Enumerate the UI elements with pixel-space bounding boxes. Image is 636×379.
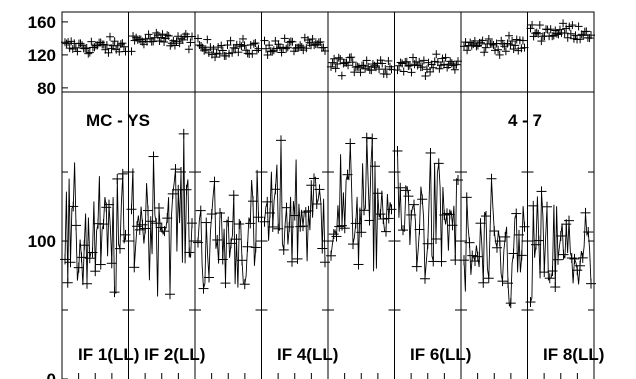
main-series-line: [197, 169, 259, 289]
if-label: IF 6(LL): [410, 345, 471, 364]
data-layer: [60, 19, 596, 309]
main-series-line: [330, 137, 392, 272]
if-label: IF 1(LL): [78, 345, 139, 364]
main-axis-tick-label: 100: [28, 232, 56, 251]
baseline-label: MC - YS: [86, 111, 150, 130]
plot-frames: [61, 11, 595, 379]
if-label: IF 8(LL): [543, 345, 604, 364]
top-axis-tick-label: 120: [28, 46, 56, 65]
if-labels: IF 1(LL) IF 2(LL) IF 4(LL) IF 6(LL) IF 8(LL): [78, 345, 604, 364]
if-label: IF 4(LL): [277, 345, 338, 364]
main-series-line: [264, 140, 326, 263]
if-label: IF 2(LL): [144, 345, 205, 364]
scan-label: 4 - 7: [508, 111, 542, 130]
top-axis-tick-label: 80: [37, 79, 56, 98]
main-series-line: [131, 133, 193, 297]
top-axis-tick-label: 160: [28, 13, 56, 32]
main-series-line: [530, 191, 592, 303]
axis-labels: 80 120 160 0 100: [28, 13, 68, 379]
main-axis-tick-label: 0: [47, 370, 56, 379]
